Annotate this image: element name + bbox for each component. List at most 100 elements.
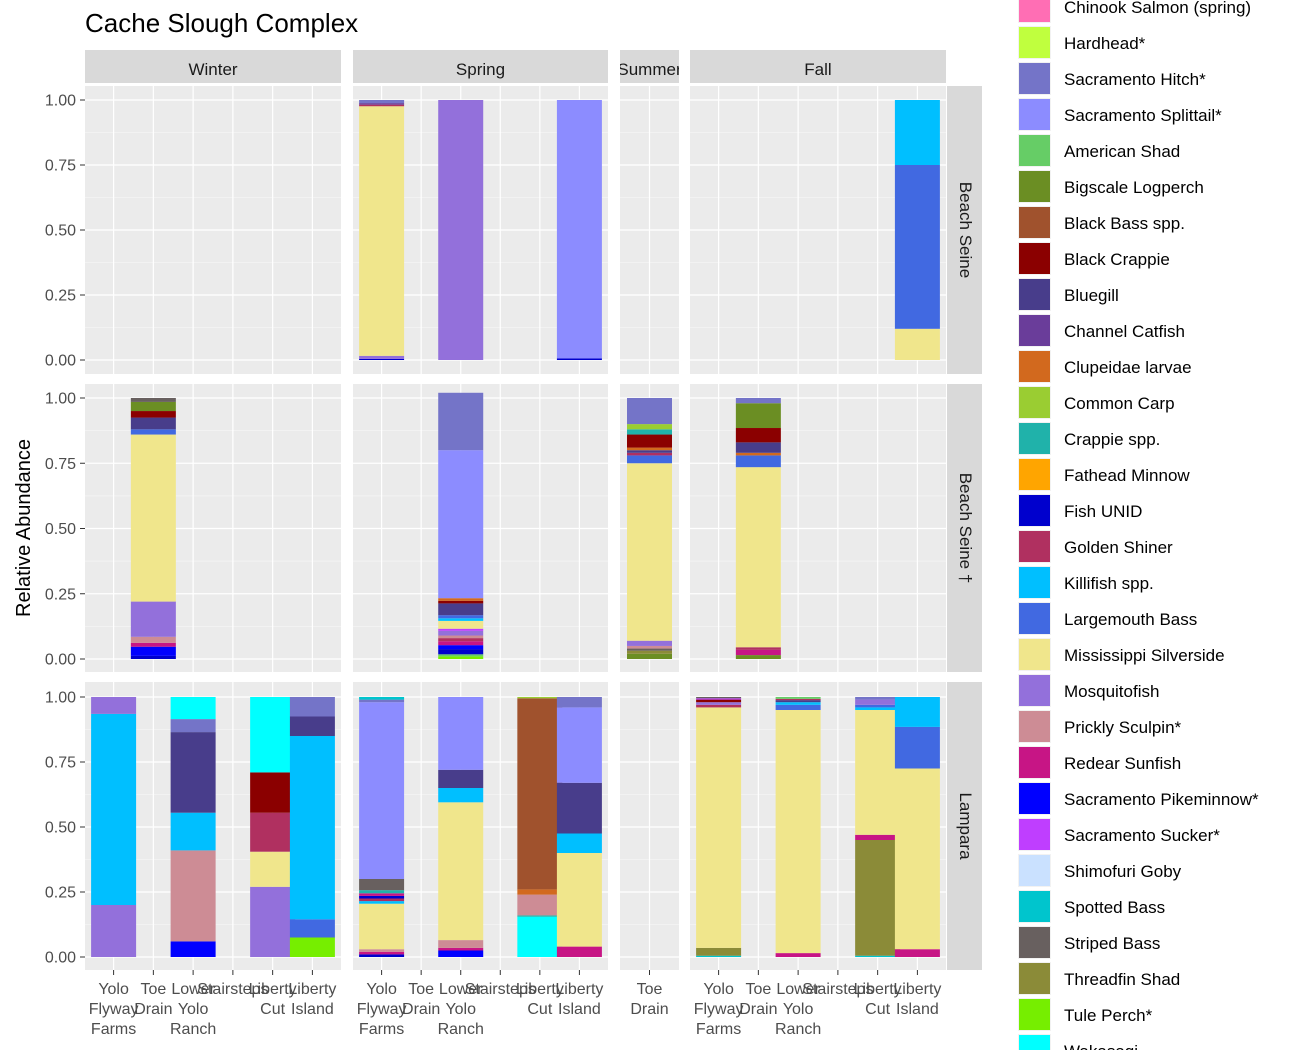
x-tick-label-toe-drain: Toe Drain — [402, 981, 440, 1018]
bar-lampara-spring-liberty-island — [556, 697, 602, 957]
bar-segment-sacramento-hitch — [438, 392, 484, 451]
bar-segment-tule-perch — [289, 937, 335, 957]
bar-segment-bigscale-logperch — [627, 653, 672, 659]
legend-label: Black Bass spp. — [1064, 214, 1185, 233]
bar-lampara-winter-liberty-cut — [250, 697, 296, 957]
y-tick-label: 0.25 — [45, 586, 76, 603]
bar-segment-redear-sunfish — [359, 951, 405, 955]
x-tick-label-stairsteps: Stairsteps — [465, 981, 536, 998]
legend-item-shimofuri-goby: Shimofuri Goby — [1018, 854, 1182, 887]
legend-swatch — [1019, 387, 1050, 418]
bar-beach-seine-spring-lower-yolo-ranch — [438, 100, 484, 360]
bar-segment-killifish-spp — [289, 736, 335, 920]
bar-segment-sacramento-splittail — [438, 450, 484, 599]
legend-label: Fish UNID — [1064, 502, 1142, 521]
bar-segment-prickly-sculpin — [130, 636, 176, 643]
bar-segment-mississippi-silverside — [250, 851, 296, 887]
legend-label: Channel Catfish — [1064, 322, 1185, 341]
bar-segment-mississippi-silverside — [359, 903, 405, 950]
legend-label: Mississippi Silverside — [1064, 646, 1225, 665]
legend-item-american-shad: American Shad — [1018, 134, 1180, 167]
strip-fall — [690, 50, 946, 83]
bar-segment-killifish-spp — [894, 100, 940, 165]
y-tick-label: 1.00 — [45, 93, 76, 110]
bar-segment-sacramento-hitch — [855, 697, 901, 700]
legend-label: Clupeidae larvae — [1064, 358, 1192, 377]
bar-lampara-spring-lower-yolo-ranch — [438, 697, 484, 957]
legend-swatch — [1019, 315, 1050, 346]
bar-segment-threadfin-shad — [627, 650, 672, 654]
legend-swatch — [1019, 675, 1050, 706]
bar-segment-bluegill — [438, 769, 484, 788]
legend-swatch — [1019, 999, 1050, 1030]
legend-label: Sacramento Pikeminnow* — [1064, 790, 1259, 809]
y-tick-label: 0.75 — [45, 456, 76, 473]
bar-segment-striped-bass — [359, 879, 405, 891]
bar-segment-killifish-spp — [775, 702, 821, 705]
legend-swatch — [1019, 711, 1050, 742]
bar-segment-redear-sunfish — [438, 641, 484, 646]
bar-beach-seine-spring-yolo-flyway-farms — [359, 100, 405, 360]
bar-segment-clupeidae-larvae — [735, 452, 781, 456]
strip-spring — [353, 50, 608, 83]
bar-lampara-spring-yolo-flyway-farms — [359, 697, 405, 957]
bar-segment-black-crappie — [130, 411, 176, 418]
bar-segment-black-crappie — [696, 699, 742, 703]
legend-label: Mosquitofish — [1064, 682, 1159, 701]
bar-segment-prickly-sculpin — [170, 850, 216, 942]
bar-segment-clupeidae-larvae — [627, 447, 672, 451]
bar-segment-redear-sunfish — [556, 946, 602, 957]
bar-segment-bluegill — [130, 417, 176, 430]
x-tick-label-yolo-flyway-farms: Yolo Flyway Farms — [89, 981, 139, 1038]
bar-segment-sacramento-pikeminnow — [438, 645, 484, 650]
y-tick-label: 0.00 — [45, 652, 76, 669]
y-tick-label: 0.50 — [45, 820, 76, 837]
x-tick-label-liberty-island: Liberty Island — [893, 981, 941, 1018]
legend-label: Largemouth Bass — [1064, 610, 1197, 629]
legend-label: Redear Sunfish — [1064, 754, 1181, 773]
bar-beach-seine-fall-toe-drain — [735, 398, 781, 659]
bar-lampara-winter-liberty-island — [289, 697, 335, 957]
legend-swatch — [1019, 819, 1050, 850]
bar-segment-bluegill — [735, 442, 781, 453]
legend-swatch — [1019, 0, 1050, 22]
bar-segment-redear-sunfish — [735, 649, 781, 656]
bar-beach-seine-spring-liberty-island — [556, 100, 602, 360]
bar-segment-mosquitofish — [696, 702, 742, 705]
bar-segment-spotted-bass — [855, 955, 901, 957]
y-tick-label: 1.00 — [45, 391, 76, 408]
bar-segment-mississippi-silverside — [130, 434, 176, 602]
x-tick-label-liberty-cut: Liberty Cut — [249, 981, 297, 1018]
strip-winter — [85, 50, 341, 83]
legend-swatch — [1019, 1035, 1050, 1050]
legend-item-common-carp: Common Carp — [1018, 386, 1175, 419]
bar-segment-mosquitofish — [130, 601, 176, 637]
bar-segment-redear-sunfish — [855, 834, 901, 840]
bar-segment-mosquitofish — [359, 355, 405, 359]
legend-label: Sacramento Splittail* — [1064, 106, 1222, 125]
bar-segment-redear-sunfish — [894, 949, 940, 957]
bar-segment-sacramento-hitch — [170, 719, 216, 733]
bar-lampara-fall-liberty-cut — [855, 697, 901, 957]
bar-segment-common-carp — [517, 697, 563, 699]
bar-segment-mississippi-silverside — [627, 463, 672, 641]
bar-segment-crappie-spp — [359, 890, 405, 894]
bar-segment-mosquitofish — [438, 100, 484, 360]
bar-lampara-fall-lower-yolo-ranch — [775, 697, 821, 957]
bar-segment-sacramento-hitch — [289, 697, 335, 717]
legend-label: Chinook Salmon (spring) — [1064, 0, 1251, 17]
legend-label: Threadfin Shad — [1064, 970, 1180, 989]
bar-segment-black-crappie — [735, 428, 781, 443]
legend-item-killifish-spp: Killifish spp. — [1018, 566, 1154, 599]
bar-segment-sacramento-pikeminnow — [130, 646, 176, 656]
legend-label: Golden Shiner — [1064, 538, 1173, 557]
legend-swatch — [1019, 207, 1050, 238]
bar-segment-largemouth-bass — [894, 726, 940, 769]
legend-swatch — [1019, 243, 1050, 274]
bar-segment-killifish-spp — [359, 901, 405, 904]
bar-segment-redear-sunfish — [438, 947, 484, 951]
bar-segment-prickly-sculpin — [627, 645, 672, 649]
x-tick-label-yolo-flyway-farms: Yolo Flyway Farms — [694, 981, 744, 1038]
bar-segment-mississippi-silverside — [438, 802, 484, 941]
x-tick-label-liberty-island: Liberty Island — [555, 981, 603, 1018]
